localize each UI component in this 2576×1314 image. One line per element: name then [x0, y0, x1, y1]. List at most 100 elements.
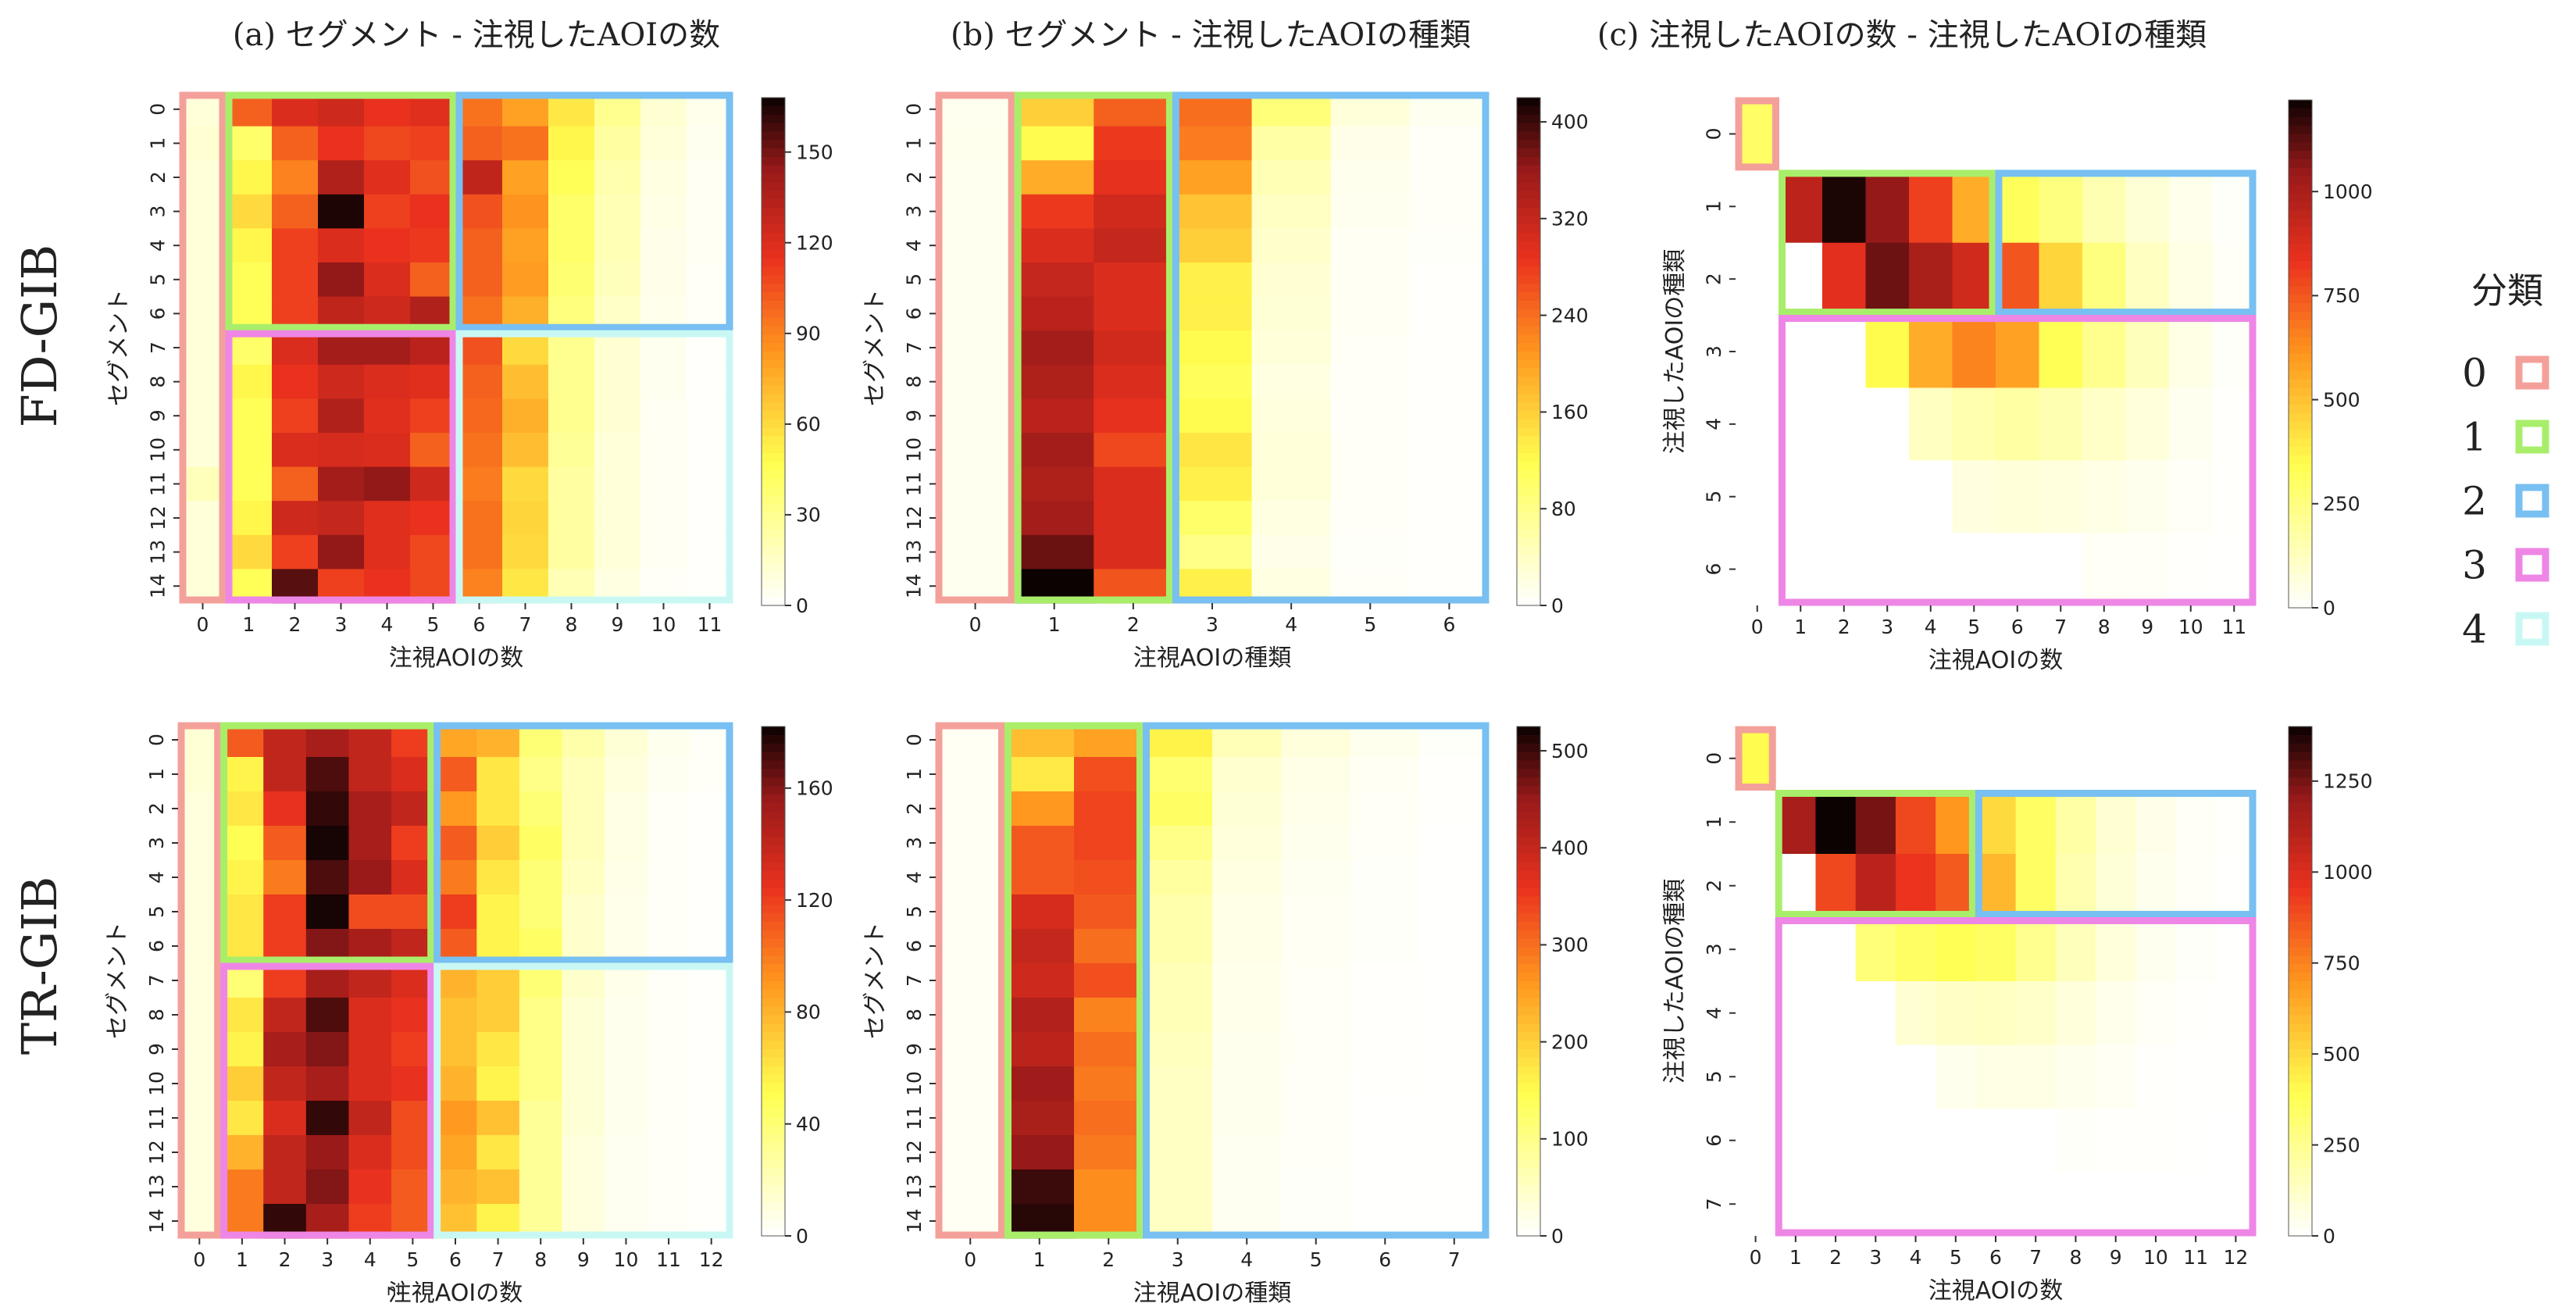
x-axis-label: 注視AOIの数	[389, 645, 523, 672]
x-tick-label: 10	[2143, 1246, 2168, 1269]
y-tick-label: 4	[147, 239, 169, 252]
x-tick-label: 10	[2178, 616, 2203, 638]
heatmap-cell	[2055, 790, 2096, 855]
colorbar-segment	[2289, 379, 2312, 388]
y-tick-label: 5	[903, 905, 926, 918]
heatmap-cell	[2055, 1172, 2096, 1237]
heatmap-cell	[2125, 98, 2170, 171]
colorbar-segment	[2289, 734, 2312, 744]
heatmap-cell	[1865, 98, 1910, 171]
y-tick-label: 6	[145, 940, 168, 952]
colorbar-tick-label: 160	[1551, 401, 1589, 423]
colorbar-segment	[1517, 981, 1540, 991]
y-tick-label: 14	[903, 1209, 926, 1234]
colorbar-segment	[2289, 447, 2312, 456]
heatmap-cell	[1909, 242, 1953, 316]
heatmap-cell	[1975, 1172, 2017, 1237]
colorbar-segment	[2289, 794, 2312, 804]
colorbar-segment	[1517, 410, 1540, 420]
heatmap-cell	[1865, 242, 1910, 316]
colorbar-tick-label: 40	[796, 1112, 821, 1135]
colorbar-segment	[1517, 284, 1540, 293]
heatmap-cell	[456, 262, 503, 298]
y-tick-label: 8	[903, 376, 926, 388]
colorbar-segment	[2289, 913, 2312, 923]
y-tick-label: 7	[1703, 1198, 1725, 1210]
heatmap-cell	[1865, 387, 1910, 461]
heatmap-cell	[1251, 501, 1332, 536]
heatmap-cell	[1822, 387, 1867, 461]
heatmap-cell	[476, 826, 520, 861]
y-tick-label: 13	[903, 540, 926, 565]
heatmap-cell	[476, 894, 520, 930]
colorbar-tick-label: 400	[1551, 111, 1589, 134]
heatmap-cell	[318, 262, 365, 298]
class-box-4	[455, 330, 733, 604]
heatmap-cell	[433, 1032, 477, 1067]
heatmap-cell	[1094, 228, 1174, 263]
heatmap-cell	[178, 1032, 222, 1067]
colorbar-segment	[762, 1006, 785, 1016]
y-tick-label: 13	[903, 1174, 926, 1199]
legend-label-2: 2	[2462, 479, 2487, 524]
heatmap-cell	[548, 228, 595, 263]
heatmap-cell	[2096, 917, 2136, 982]
colorbar-segment	[2289, 202, 2312, 211]
heatmap-cell	[226, 534, 273, 570]
panel-fd-a: 0 1 2 3 4 5 6 7 8 9 10 1101234567891011121314注視AOIの…	[105, 91, 833, 672]
heatmap-cell	[502, 262, 549, 298]
heatmap-cell	[936, 1169, 1006, 1205]
heatmap-cell	[1330, 126, 1411, 161]
colorbar-segment	[2289, 1176, 2312, 1186]
colorbar-tick-label: 500	[2323, 1043, 2360, 1066]
colorbar-segment	[762, 1109, 785, 1118]
x-axis-label: 注視AOIの種類	[1133, 1280, 1291, 1307]
heatmap-cell	[1350, 1032, 1421, 1067]
colorbar-segment	[2289, 947, 2312, 956]
colorbar-segment	[762, 487, 785, 496]
heatmap-cell	[2215, 727, 2257, 791]
colorbar-segment	[762, 938, 785, 948]
heatmap-cell	[1779, 98, 1823, 171]
colorbar-segment	[1517, 453, 1540, 462]
heatmap-cell	[178, 791, 222, 827]
x-tick-label: 0	[197, 613, 209, 636]
colorbar-segment	[2289, 565, 2312, 575]
heatmap-cell	[272, 160, 319, 195]
colorbar-segment	[1517, 334, 1540, 344]
heatmap-cell	[1419, 826, 1490, 861]
x-tick-label: 11	[698, 613, 722, 636]
x-tick-label: 1	[1048, 613, 1061, 636]
x-tick-label: 0	[1751, 616, 1764, 638]
colorbar-segment	[1517, 1100, 1540, 1109]
colorbar-segment	[762, 555, 785, 564]
colorbar-segment	[1517, 964, 1540, 973]
x-tick-label: 0	[193, 1248, 205, 1271]
heatmap-cell	[1936, 1109, 1976, 1173]
colorbar-segment	[762, 955, 785, 965]
colorbar-segment	[762, 562, 785, 573]
colorbar-segment	[1517, 445, 1540, 454]
x-tick-label: 6	[1379, 1248, 1391, 1271]
heatmap-cell	[456, 433, 503, 468]
colorbar-segment	[1517, 1109, 1540, 1118]
y-tick-label: 5	[1703, 491, 1725, 503]
y-tick-label: 11	[903, 1105, 926, 1130]
y-tick-label: 7	[145, 974, 168, 987]
colorbar-segment	[1517, 504, 1540, 513]
colorbar-segment	[2289, 387, 2312, 397]
colorbar-segment	[2289, 134, 2312, 143]
colorbar-segment	[1517, 1066, 1540, 1076]
heatmap-cell	[348, 791, 392, 827]
heatmap-cell	[226, 262, 273, 298]
class-box-1	[1004, 722, 1144, 1239]
class-box-2	[455, 91, 733, 331]
heatmap-cell	[1094, 126, 1174, 161]
colorbar-segment	[762, 1032, 785, 1041]
heatmap-cell	[2039, 387, 2083, 461]
y-axis-label: セグメント	[862, 289, 889, 406]
colorbar-segment	[1517, 359, 1540, 370]
colorbar-segment	[1517, 292, 1540, 302]
heatmap-cell	[1074, 1101, 1144, 1136]
heatmap-cell	[1952, 170, 1996, 244]
